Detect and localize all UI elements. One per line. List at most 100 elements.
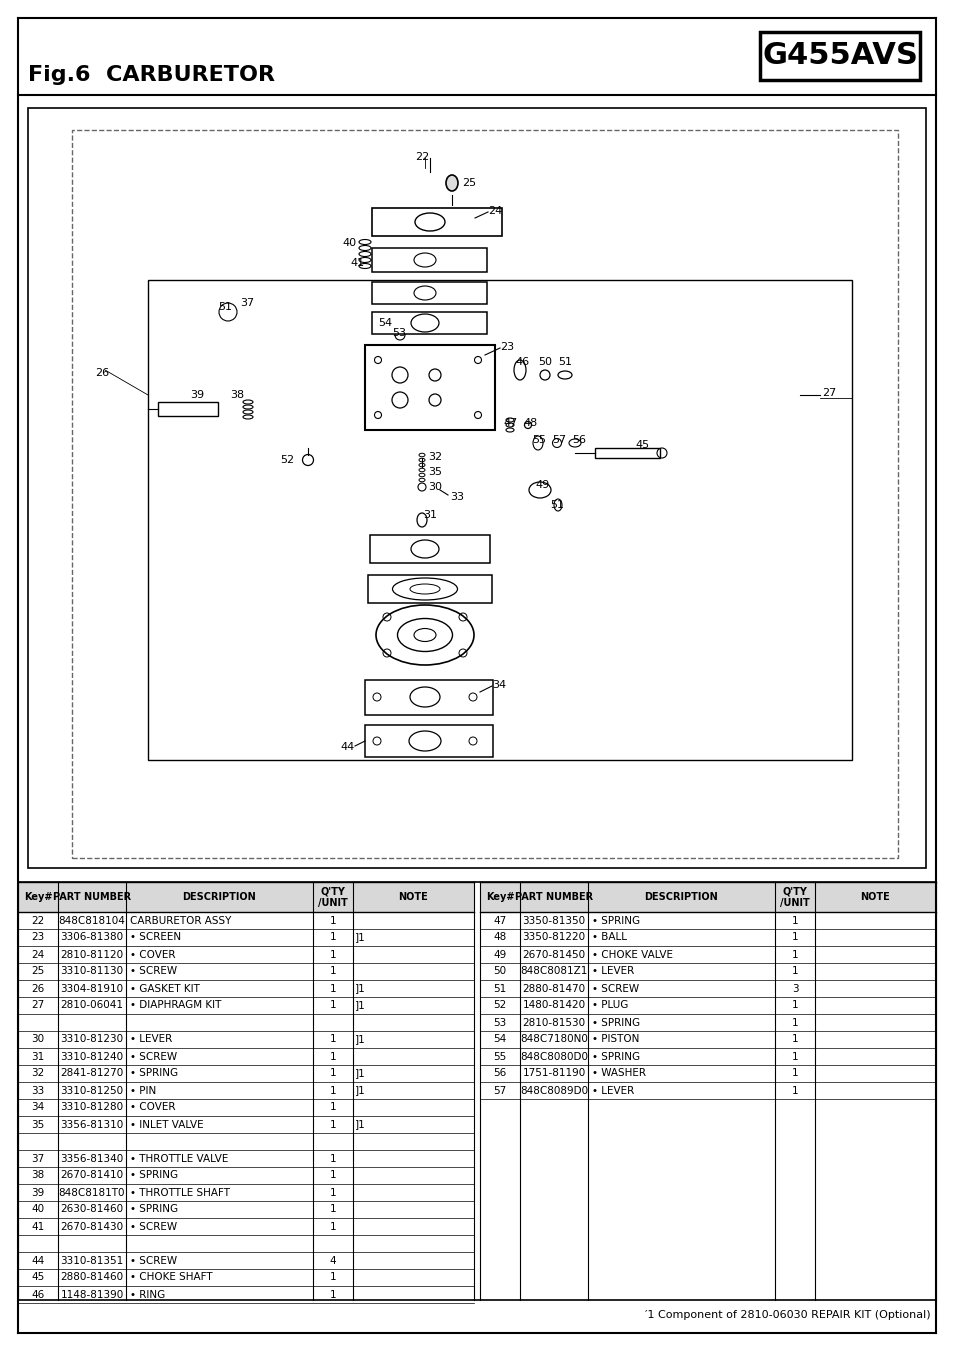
Text: 27: 27 <box>31 1001 45 1011</box>
Text: • SCREEN: • SCREEN <box>130 932 181 943</box>
Bar <box>372 282 486 304</box>
Text: • SPRING: • SPRING <box>592 1017 639 1028</box>
Bar <box>365 345 495 430</box>
Text: 51: 51 <box>218 303 232 312</box>
Text: 54: 54 <box>493 1035 506 1044</box>
Text: 46: 46 <box>31 1289 45 1300</box>
Text: • RING: • RING <box>130 1289 165 1300</box>
Text: • BALL: • BALL <box>592 932 626 943</box>
Text: • SCREW: • SCREW <box>130 1051 177 1062</box>
Text: 3356-81310: 3356-81310 <box>60 1120 124 1129</box>
Text: 1: 1 <box>791 1035 798 1044</box>
Text: 848C8089D0: 848C8089D0 <box>519 1085 587 1096</box>
Text: ]1: ]1 <box>355 1035 365 1044</box>
Text: 44: 44 <box>339 742 354 753</box>
Text: Fig.6  CARBURETOR: Fig.6 CARBURETOR <box>28 65 274 85</box>
Text: NOTE: NOTE <box>860 892 889 902</box>
Text: • SPRING: • SPRING <box>592 1051 639 1062</box>
Text: 1480-81420: 1480-81420 <box>522 1001 585 1011</box>
Bar <box>372 208 501 236</box>
Text: • PIN: • PIN <box>130 1085 156 1096</box>
Bar <box>148 280 851 761</box>
Text: 1: 1 <box>330 1035 336 1044</box>
Text: 1: 1 <box>791 932 798 943</box>
Text: 57: 57 <box>552 435 565 444</box>
Text: • SCREW: • SCREW <box>130 966 177 977</box>
Text: 24: 24 <box>488 205 501 216</box>
Text: 55: 55 <box>493 1051 506 1062</box>
Text: 27: 27 <box>821 388 836 399</box>
Text: 848C818104: 848C818104 <box>58 916 125 925</box>
Text: PART NUMBER: PART NUMBER <box>52 892 131 902</box>
Text: 3350-81350: 3350-81350 <box>522 916 585 925</box>
Text: 41: 41 <box>31 1221 45 1232</box>
Bar <box>595 449 659 458</box>
Text: 1: 1 <box>791 1017 798 1028</box>
Text: 47: 47 <box>493 916 506 925</box>
Text: 1: 1 <box>330 916 336 925</box>
Text: 34: 34 <box>492 680 506 690</box>
Text: 53: 53 <box>493 1017 506 1028</box>
Text: 50: 50 <box>537 357 552 367</box>
Text: 40: 40 <box>341 238 355 249</box>
Text: Key#: Key# <box>24 892 52 902</box>
Text: G455AVS: G455AVS <box>761 42 917 70</box>
Text: 2670-81410: 2670-81410 <box>60 1170 124 1181</box>
Text: 3310-81240: 3310-81240 <box>60 1051 124 1062</box>
Text: 3310-81280: 3310-81280 <box>60 1102 124 1112</box>
Text: 1: 1 <box>330 950 336 959</box>
Text: 1: 1 <box>330 1154 336 1163</box>
Text: 22: 22 <box>31 916 45 925</box>
Text: 39: 39 <box>31 1188 45 1197</box>
Text: 2810-81530: 2810-81530 <box>522 1017 585 1028</box>
Text: 22: 22 <box>415 153 429 162</box>
Text: 848C8081Z1: 848C8081Z1 <box>519 966 587 977</box>
Text: ]1: ]1 <box>355 1069 365 1078</box>
Bar <box>28 108 925 867</box>
Text: ′1 Component of 2810-06030 REPAIR KIT (Optional): ′1 Component of 2810-06030 REPAIR KIT (O… <box>644 1310 930 1320</box>
Text: 35: 35 <box>428 467 441 477</box>
Text: 1: 1 <box>330 1085 336 1096</box>
Text: • GASKET KIT: • GASKET KIT <box>130 984 200 993</box>
Text: 2880-81470: 2880-81470 <box>522 984 585 993</box>
Text: 848C7180N0: 848C7180N0 <box>519 1035 587 1044</box>
Text: • CHOKE SHAFT: • CHOKE SHAFT <box>130 1273 213 1282</box>
Bar <box>372 312 486 334</box>
Text: 1: 1 <box>791 966 798 977</box>
Text: 24: 24 <box>31 950 45 959</box>
Text: • THROTTLE SHAFT: • THROTTLE SHAFT <box>130 1188 230 1197</box>
Text: 47: 47 <box>502 417 517 428</box>
Text: Q'TY
/UNIT: Q'TY /UNIT <box>317 886 348 908</box>
Bar <box>18 882 474 912</box>
Text: NOTE: NOTE <box>398 892 428 902</box>
Text: 1: 1 <box>330 1051 336 1062</box>
Text: 45: 45 <box>635 440 648 450</box>
Text: 26: 26 <box>95 367 109 378</box>
Bar <box>365 725 493 757</box>
Text: 55: 55 <box>532 435 545 444</box>
Text: • SPRING: • SPRING <box>130 1205 178 1215</box>
Text: • CHOKE VALVE: • CHOKE VALVE <box>592 950 672 959</box>
Text: 4: 4 <box>330 1255 336 1266</box>
Bar <box>365 680 493 715</box>
Text: 2670-81430: 2670-81430 <box>60 1221 124 1232</box>
Text: • INLET VALVE: • INLET VALVE <box>130 1120 203 1129</box>
Text: 34: 34 <box>31 1102 45 1112</box>
Text: 2670-81450: 2670-81450 <box>522 950 585 959</box>
Text: 31: 31 <box>422 509 436 520</box>
Text: 2810-06041: 2810-06041 <box>60 1001 123 1011</box>
Text: 1: 1 <box>330 932 336 943</box>
Text: ]1: ]1 <box>355 984 365 993</box>
Text: 38: 38 <box>31 1170 45 1181</box>
Text: 3304-81910: 3304-81910 <box>60 984 124 993</box>
Text: • COVER: • COVER <box>130 1102 175 1112</box>
Text: 1: 1 <box>330 984 336 993</box>
Text: • LEVER: • LEVER <box>592 1085 634 1096</box>
Text: 1148-81390: 1148-81390 <box>60 1289 124 1300</box>
Text: 31: 31 <box>31 1051 45 1062</box>
Text: 35: 35 <box>31 1120 45 1129</box>
Text: • LEVER: • LEVER <box>130 1035 172 1044</box>
Text: 848C8181T0: 848C8181T0 <box>59 1188 125 1197</box>
Bar <box>18 882 935 1300</box>
Text: • SPRING: • SPRING <box>130 1170 178 1181</box>
